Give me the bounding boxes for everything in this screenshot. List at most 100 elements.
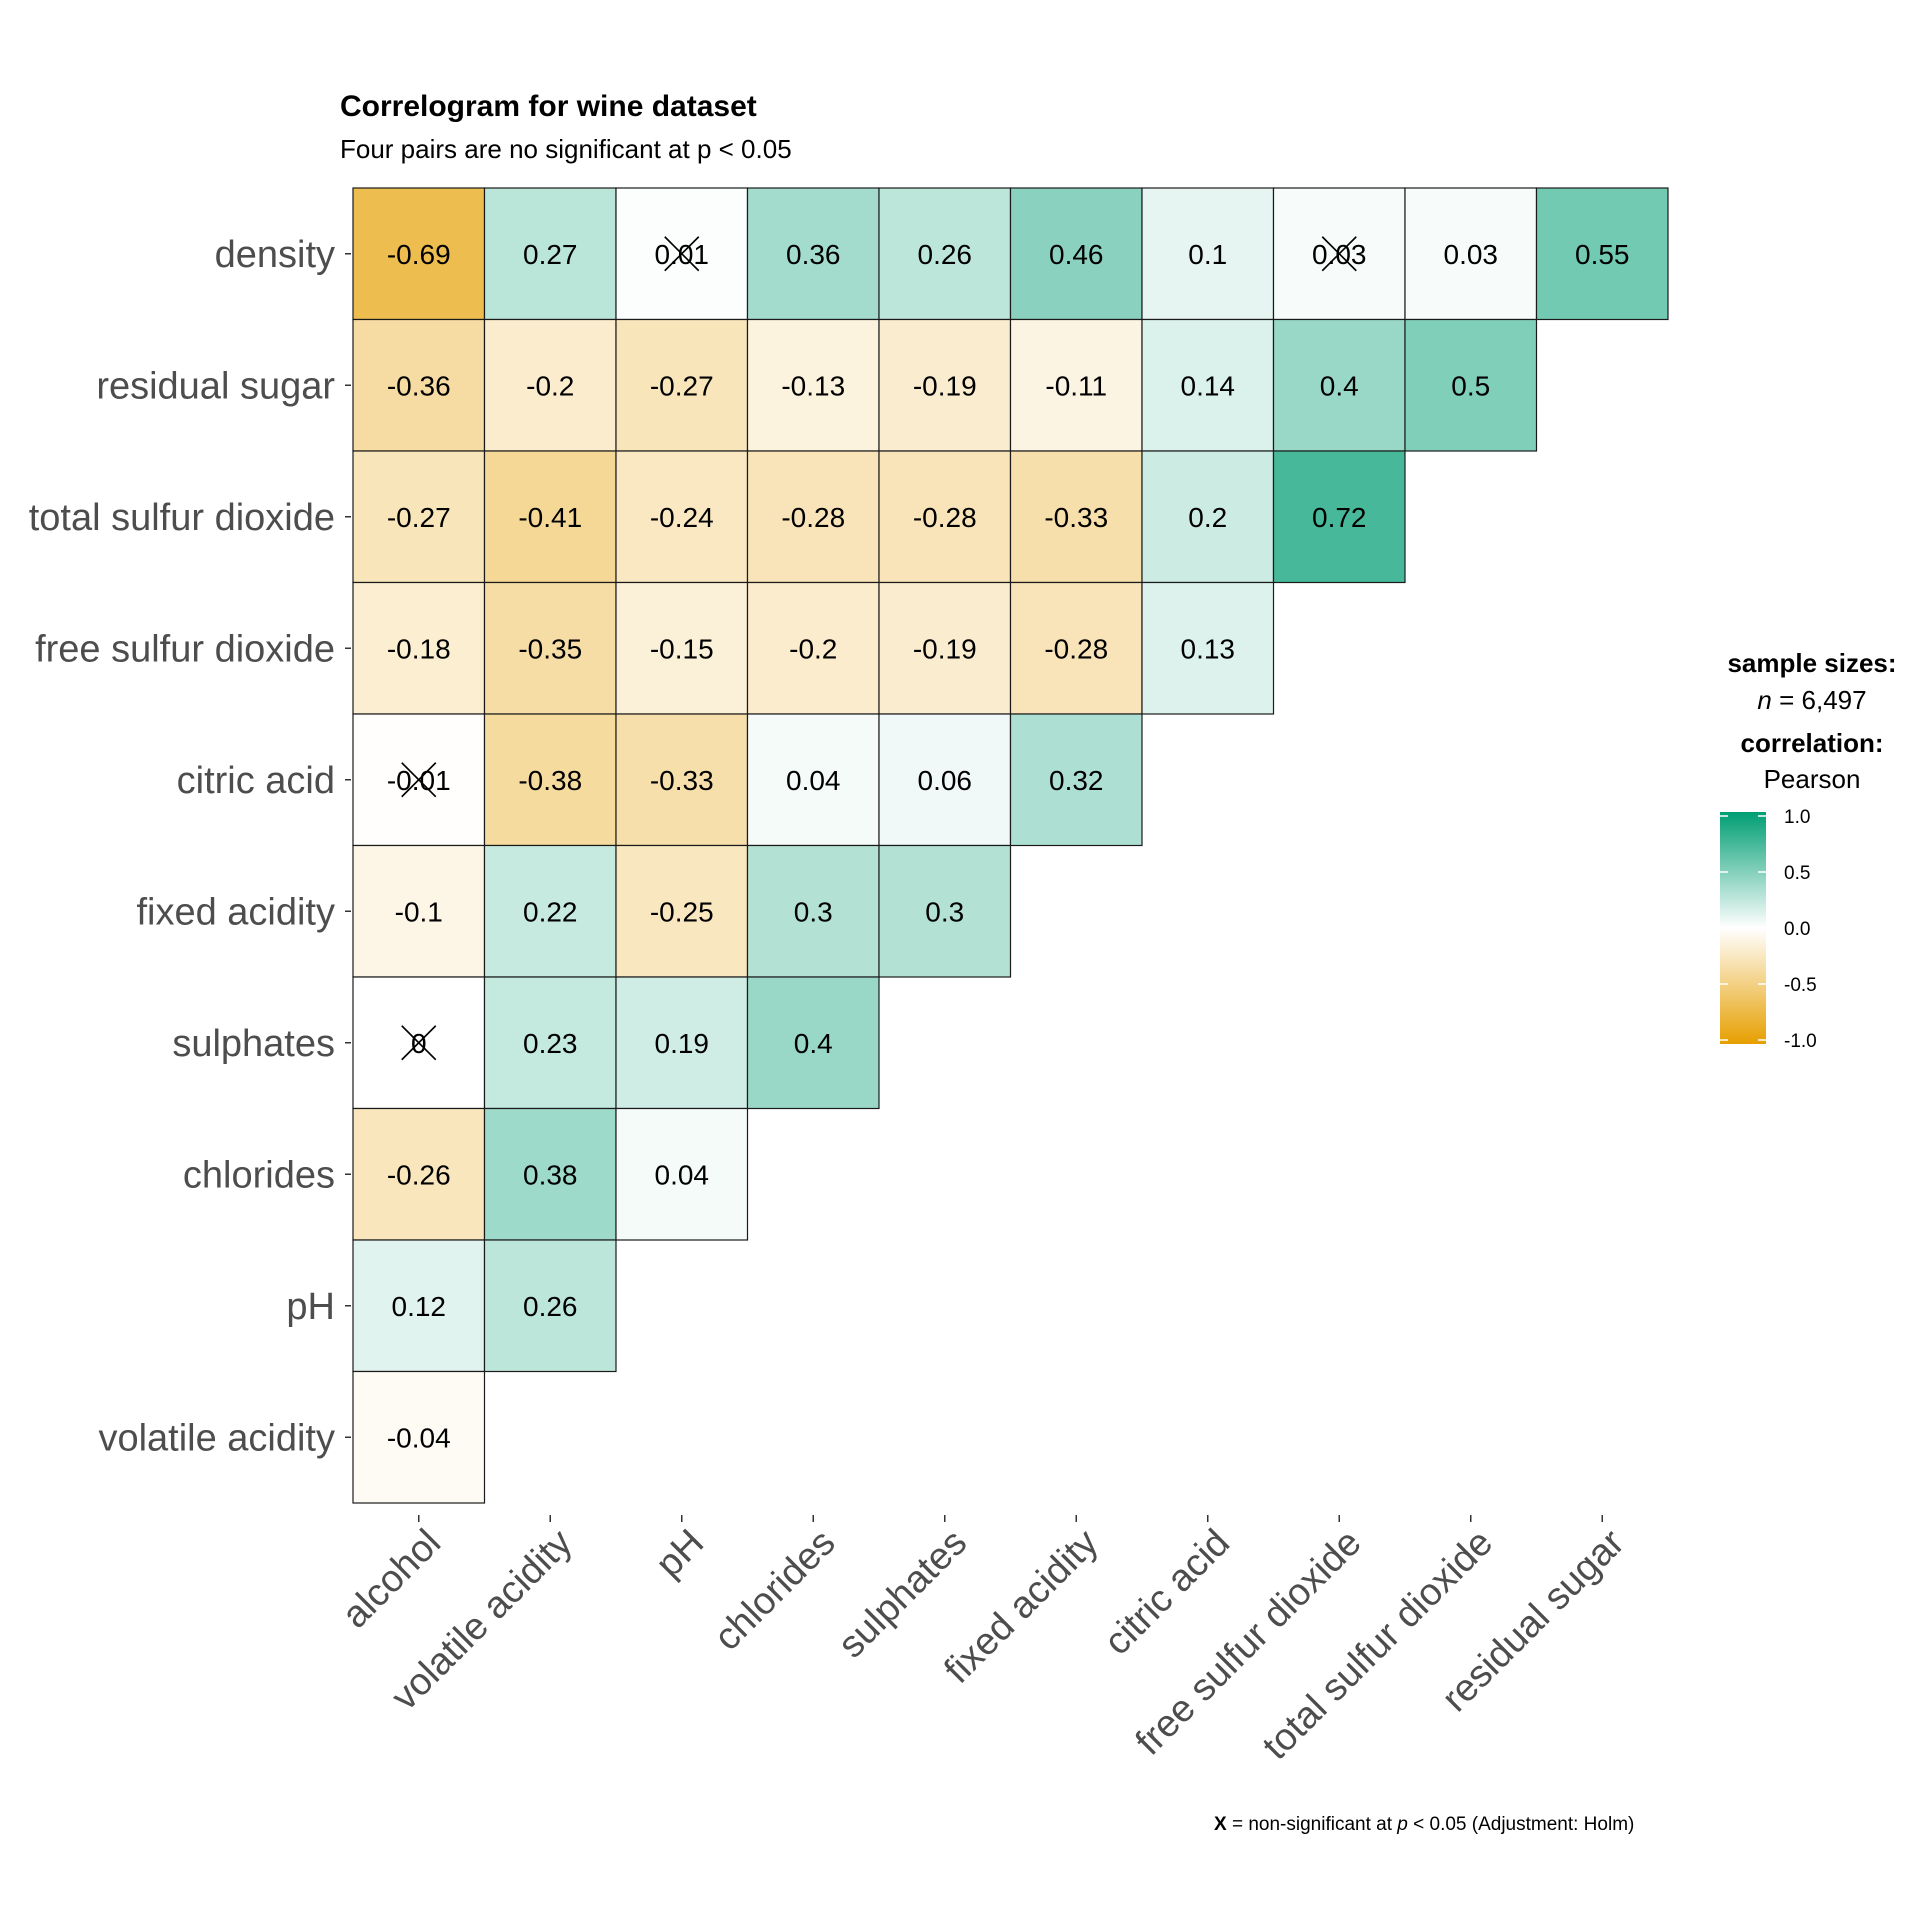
cell-value-label: -0.04: [387, 1422, 451, 1453]
legend-tick-label: 0.0: [1784, 919, 1810, 940]
cell-value-label: 0.26: [918, 239, 973, 270]
cell-value-label: 0.55: [1575, 239, 1630, 270]
cell-value-label: -0.27: [387, 502, 451, 533]
heatmap-cell: [878, 450, 1012, 584]
heatmap-cell: [1009, 187, 1143, 321]
cell-value-label: 0.03: [1444, 239, 1499, 270]
heatmap-cell: [483, 581, 617, 715]
chart-title: Correlogram for wine dataset: [340, 90, 757, 123]
cell-value-label: 0.1: [1188, 239, 1227, 270]
chart-caption: X = non-significant at p < 0.05 (Adjustm…: [1214, 1814, 1634, 1835]
x-tick-label: pH: [648, 1522, 712, 1586]
y-tick-label: pH: [286, 1286, 335, 1328]
heatmap-cell: [352, 581, 486, 715]
cell-value-label: 0.38: [523, 1159, 578, 1190]
heatmap-cell: [615, 1107, 749, 1241]
cell-value-label: 0.14: [1181, 370, 1236, 401]
y-tick-label: total sulfur dioxide: [29, 497, 335, 539]
legend-tick-label: 1.0: [1784, 807, 1810, 828]
caption-p: p: [1396, 1814, 1408, 1835]
y-tick-label: sulphates: [172, 1023, 335, 1065]
legend-sample-size: n = 6,497: [1757, 685, 1866, 715]
heatmap-cell: [483, 844, 617, 978]
cell-value-label: -0.13: [781, 370, 845, 401]
cell-value-label: -0.33: [650, 765, 714, 796]
non-significant-cross: [401, 762, 437, 798]
y-tick-label: free sulfur dioxide: [35, 628, 335, 670]
cell-value-label: 0.3: [794, 896, 833, 927]
heatmap-cell: [1272, 318, 1406, 452]
x-tick-label: chlorides: [706, 1522, 843, 1659]
cell-value-label: 0.3: [925, 896, 964, 927]
heatmap-cell: [615, 450, 749, 584]
non-significant-cross: [1321, 236, 1357, 272]
cell-value-label: -0.27: [650, 370, 714, 401]
cell-value-label: -0.26: [387, 1159, 451, 1190]
caption-symbol: X: [1214, 1814, 1227, 1835]
non-significant-cross: [401, 1025, 437, 1061]
y-axis: density residual sugar total sulfur dioxid…: [29, 234, 351, 1459]
heatmap-cell: [878, 713, 1012, 847]
y-tick-label: fixed acidity: [136, 891, 335, 933]
y-tick-label: density: [215, 234, 335, 276]
legend-method: Pearson: [1764, 764, 1861, 794]
heatmap-cell: [878, 844, 1012, 978]
heatmap-cell: [1009, 318, 1143, 452]
cell-value-label: 0.36: [786, 239, 841, 270]
cell-value-label: -0.11: [1045, 370, 1107, 401]
cell-value-label: 0.2: [1188, 502, 1227, 533]
caption-text-2: < 0.05 (Adjustment: Holm): [1408, 1814, 1635, 1835]
cell-value-label: 0.4: [794, 1028, 833, 1059]
cell-value-label: -0.24: [650, 502, 714, 533]
heatmap-cell: [483, 1239, 617, 1373]
heatmap-cell: [352, 844, 486, 978]
cell-value-label: 0.12: [392, 1291, 447, 1322]
heatmap-cell: [352, 187, 486, 321]
legend-tick-label: 0.5: [1784, 863, 1810, 884]
heatmap-cell: [1535, 187, 1669, 321]
cell-value-label: 0.26: [523, 1291, 578, 1322]
cell-value-label: -0.25: [650, 896, 714, 927]
heatmap-cell: [746, 713, 880, 847]
y-tick-label: citric acid: [177, 760, 335, 802]
cell-value-label: -0.19: [913, 370, 977, 401]
cell-value-label: 0.04: [786, 765, 841, 796]
cell-value-label: -0.2: [526, 370, 574, 401]
heatmap-cell: [352, 1370, 486, 1504]
legend-n-symbol: n: [1757, 685, 1771, 715]
x-tick-label: free sulfur dioxide: [1128, 1522, 1370, 1764]
x-tick-label: total sulfur dioxide: [1255, 1522, 1501, 1768]
heatmap-cell: [746, 318, 880, 452]
heatmap-cells: -0.690.270.010.360.260.460.10.030.030.55…: [352, 187, 1669, 1504]
cell-value-label: 0.22: [523, 896, 578, 927]
cell-value-label: 0.32: [1049, 765, 1104, 796]
caption-text-1: = non-significant at: [1227, 1814, 1398, 1835]
cell-value-label: -0.2: [789, 633, 837, 664]
heatmap-cell: [1272, 450, 1406, 584]
heatmap-cell: [878, 318, 1012, 452]
cell-value-label: -0.33: [1044, 502, 1108, 533]
cell-value-label: -0.19: [913, 633, 977, 664]
heatmap-cell: [878, 187, 1012, 321]
heatmap-cell: [615, 581, 749, 715]
cell-value-label: -0.35: [518, 633, 582, 664]
heatmap-cell: [352, 318, 486, 452]
non-significant-cross: [664, 236, 700, 272]
cell-value-label: -0.69: [387, 239, 451, 270]
cell-value-label: -0.28: [781, 502, 845, 533]
y-tick-label: residual sugar: [96, 365, 335, 407]
cell-value-label: 0.4: [1320, 370, 1359, 401]
heatmap-cell: [352, 450, 486, 584]
cell-value-label: 0.04: [655, 1159, 710, 1190]
cell-value-label: 0.72: [1312, 502, 1367, 533]
heatmap-cell: [1009, 450, 1143, 584]
y-tick-label: volatile acidity: [98, 1417, 335, 1459]
heatmap-cell: [483, 450, 617, 584]
heatmap-cell: [615, 844, 749, 978]
x-tick-label: citric acid: [1096, 1522, 1238, 1664]
heatmap-cell: [615, 713, 749, 847]
cell-value-label: -0.15: [650, 633, 714, 664]
legend: sample sizes: n = 6,497 correlation: Pea…: [1720, 648, 1897, 1052]
heatmap-cell: [1009, 713, 1143, 847]
